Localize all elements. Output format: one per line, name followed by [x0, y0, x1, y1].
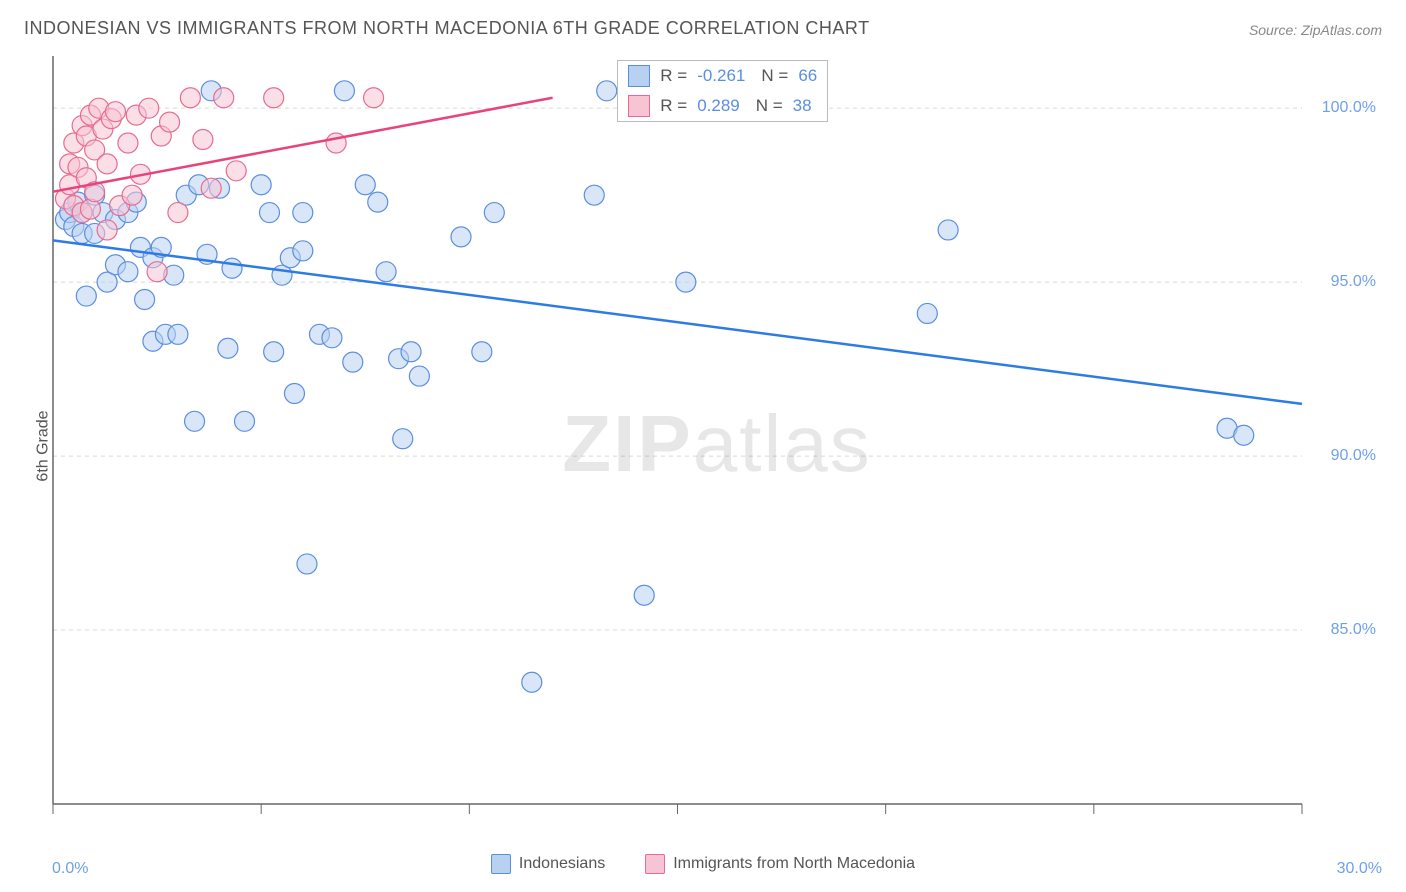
scatter-svg [52, 54, 1382, 834]
stats-row: R = -0.261 N = 66 [618, 61, 827, 91]
y-tick-label: 95.0% [1331, 273, 1376, 291]
r-label: R = [660, 96, 687, 116]
y-tick-label: 100.0% [1322, 99, 1376, 117]
source-label: Source: ZipAtlas.com [1249, 22, 1382, 38]
legend-swatch-icon [491, 854, 511, 874]
legend-item: Immigrants from North Macedonia [645, 854, 915, 874]
legend-label: Immigrants from North Macedonia [673, 855, 915, 873]
legend-swatch-icon [628, 95, 650, 117]
legend-item: Indonesians [491, 854, 605, 874]
y-tick-label: 90.0% [1331, 447, 1376, 465]
y-axis-label: 6th Grade [35, 410, 53, 481]
legend-swatch-icon [645, 854, 665, 874]
n-value: 38 [793, 96, 812, 116]
chart-title: INDONESIAN VS IMMIGRANTS FROM NORTH MACE… [24, 18, 870, 39]
r-value: -0.261 [697, 66, 745, 86]
bottom-legend: Indonesians Immigrants from North Macedon… [0, 854, 1406, 874]
legend-swatch-icon [628, 65, 650, 87]
plot-area: ZIPatlas R =-0.261N =66R =0.289N =38 85.… [52, 54, 1382, 834]
n-label: N = [761, 66, 788, 86]
y-tick-label: 85.0% [1331, 621, 1376, 639]
r-label: R = [660, 66, 687, 86]
stats-box: R =-0.261N =66R =0.289N =38 [617, 60, 828, 122]
legend-label: Indonesians [519, 855, 605, 873]
n-value: 66 [798, 66, 817, 86]
stats-row: R = 0.289 N = 38 [618, 91, 827, 121]
n-label: N = [756, 96, 783, 116]
r-value: 0.289 [697, 96, 740, 116]
